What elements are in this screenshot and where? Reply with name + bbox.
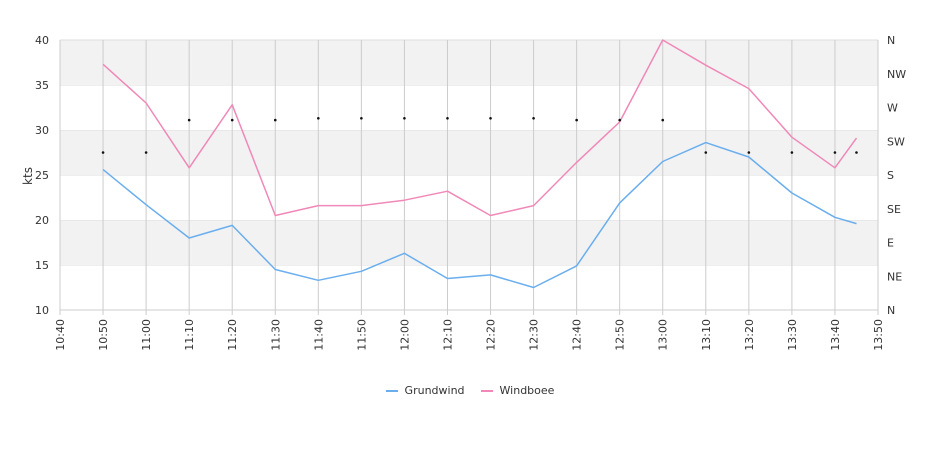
x-tick-label: 10:50 — [97, 319, 110, 351]
series-lines — [102, 39, 858, 289]
direction-tick-label: N — [887, 34, 895, 47]
y-tick-label: 25 — [35, 169, 49, 182]
direction-point — [747, 151, 751, 154]
direction-axis-ticks: N NE E SE S SW W NW N — [887, 34, 906, 317]
legend-label: Grundwind — [404, 384, 465, 397]
direction-points — [101, 117, 858, 154]
x-tick-label: 12:40 — [571, 319, 584, 351]
grid-bands — [59, 39, 878, 311]
direction-tick-label: E — [887, 237, 894, 250]
x-tick-label: 11:30 — [269, 319, 282, 351]
x-tick-label: 11:20 — [226, 319, 239, 351]
x-tick-label: 13:10 — [700, 319, 713, 351]
y-tick-label: 20 — [35, 214, 49, 227]
y-tick-label: 15 — [35, 259, 49, 272]
direction-point — [360, 117, 363, 120]
x-tick-label: 12:10 — [441, 319, 454, 351]
direction-point — [144, 151, 148, 154]
legend-label: Windboee — [499, 384, 555, 397]
y-tick-label: 40 — [35, 34, 49, 47]
x-tick-label: 12:00 — [398, 319, 411, 351]
direction-point — [833, 151, 837, 154]
legend-swatch — [385, 389, 398, 392]
y-axis-ticks: 10 15 20 25 30 35 40 — [35, 34, 49, 317]
direction-point — [790, 151, 794, 154]
direction-tick-label: NW — [887, 68, 906, 81]
x-tick-label: 13:50 — [872, 319, 885, 351]
x-tick-label: 11:40 — [312, 319, 325, 351]
direction-point — [403, 117, 406, 120]
legend-item-windboee[interactable]: Windboee — [480, 384, 555, 397]
series-line-windboee — [102, 39, 858, 217]
y-tick-label: 35 — [35, 79, 49, 92]
x-tick-label: 12:50 — [614, 319, 627, 351]
legend-swatch — [480, 389, 493, 392]
x-tick-label: 11:00 — [140, 319, 153, 351]
x-tick-label: 13:40 — [829, 319, 842, 351]
x-tick-label: 12:30 — [528, 319, 541, 351]
direction-tick-label: S — [887, 169, 894, 182]
direction-point — [855, 151, 858, 154]
x-tick-label: 11:10 — [183, 319, 196, 351]
grid-band — [60, 85, 878, 130]
grid-band — [60, 175, 878, 220]
direction-tick-label: NE — [887, 270, 902, 283]
direction-point — [317, 117, 320, 120]
direction-point — [575, 118, 578, 122]
direction-tick-label: N — [887, 304, 895, 317]
x-tick-label: 11:50 — [355, 319, 368, 351]
direction-point — [446, 117, 449, 120]
direction-point — [661, 118, 665, 122]
grid-band — [60, 130, 878, 175]
grid-band — [60, 40, 878, 85]
direction-point — [618, 118, 621, 122]
direction-point — [187, 118, 191, 122]
x-axis-ticks: 10:40 10:50 11:00 11:10 11:20 11:30 11:40 11:50… — [54, 319, 885, 351]
x-tick-label: 13:00 — [657, 319, 670, 351]
grid-band — [60, 265, 878, 310]
series-line-grundwind — [102, 141, 857, 289]
direction-point — [489, 117, 492, 120]
direction-tick-label: W — [887, 102, 898, 115]
direction-point — [230, 118, 234, 122]
x-tick-label: 12:20 — [485, 319, 498, 351]
direction-point — [704, 151, 708, 154]
direction-point — [101, 151, 105, 154]
direction-point — [273, 118, 277, 122]
x-tick-label: 13:30 — [786, 319, 799, 351]
direction-tick-label: SE — [887, 203, 901, 216]
y-axis-label: kts — [21, 167, 35, 185]
x-tick-label: 13:20 — [743, 319, 756, 351]
legend-item-grundwind[interactable]: Grundwind — [385, 384, 465, 397]
legend: Grundwind Windboee — [0, 384, 940, 397]
direction-point — [532, 117, 535, 120]
x-tick-label: 10:40 — [54, 319, 67, 351]
y-tick-label: 30 — [35, 124, 49, 137]
y-tick-label: 10 — [35, 304, 49, 317]
direction-tick-label: SW — [887, 135, 905, 148]
grid-band — [60, 220, 878, 265]
